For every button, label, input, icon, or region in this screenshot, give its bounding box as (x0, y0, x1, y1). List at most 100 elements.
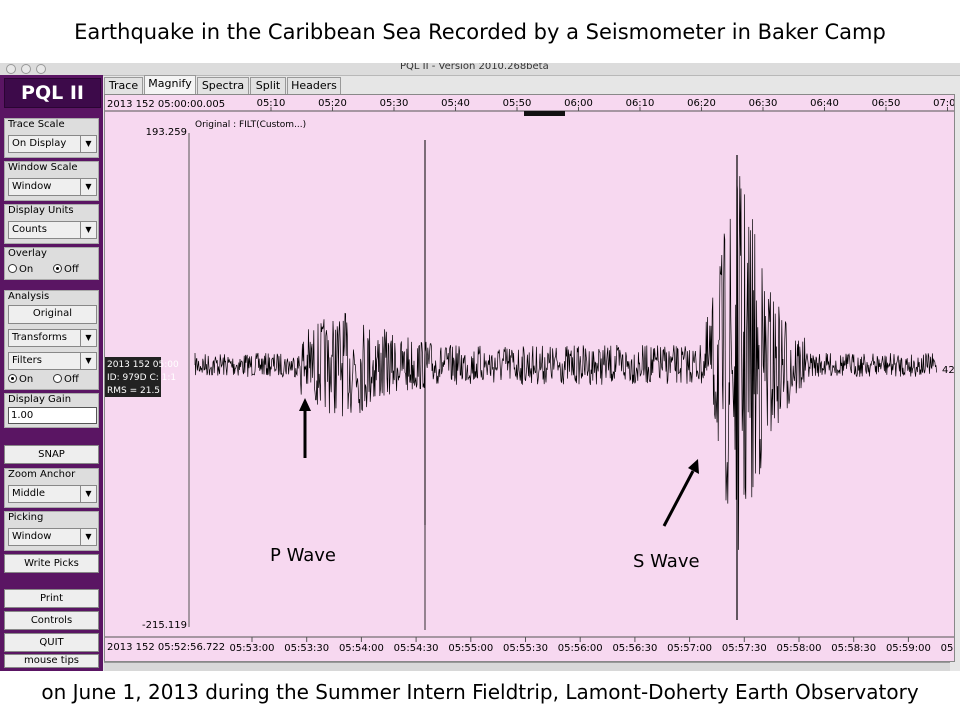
tab-magnify[interactable]: Magnify (144, 75, 196, 94)
window-title: PQL II - Version 2010.268beta (400, 63, 549, 72)
trace-info-date: 2013 152 05:00 (107, 360, 179, 370)
close-window-icon[interactable] (6, 64, 16, 74)
zoom-anchor-dropdown[interactable]: Middle ▼ (8, 485, 97, 503)
app-logo: PQL II (4, 78, 101, 108)
bottom-axis-tick-label: 05:56:30 (612, 643, 657, 654)
window-scale-group: Window Scale Window ▼ (4, 161, 99, 201)
display-units-label: Display Units (8, 205, 74, 216)
trace-scale-label: Trace Scale (8, 119, 65, 130)
top-axis-tick-label: 06:10 (626, 98, 655, 109)
radio-icon (8, 264, 17, 273)
maximize-window-icon[interactable] (36, 64, 46, 74)
seismogram-plot[interactable]: 2013 152 05:00:00.005 05:10 05:20 05:30 05:… (104, 94, 955, 662)
chevron-down-icon[interactable]: ▼ (80, 330, 96, 346)
top-axis-tick-label: 06:20 (687, 98, 716, 109)
window-scale-dropdown[interactable]: Window ▼ (8, 178, 97, 196)
display-units-value: Counts (12, 224, 47, 235)
bottom-axis-tick-label: 05:57:30 (722, 643, 767, 654)
overlay-off-radio[interactable]: Off (53, 264, 79, 275)
analysis-off-radio[interactable]: Off (53, 374, 79, 385)
analysis-group: Analysis Original Transforms ▼ Filters ▼… (4, 290, 99, 390)
display-units-dropdown[interactable]: Counts ▼ (8, 221, 97, 239)
trace-scale-value: On Display (12, 138, 67, 149)
display-units-group: Display Units Counts ▼ (4, 204, 99, 244)
original-button[interactable]: Original (8, 305, 97, 324)
picking-value: Window (12, 531, 52, 542)
picking-group: Picking Window ▼ (4, 511, 99, 551)
zoom-anchor-label: Zoom Anchor (8, 469, 76, 480)
p-wave-label: P Wave (270, 545, 336, 566)
bottom-axis-tick-label: 05:57:00 (667, 643, 712, 654)
slide-caption: on June 1, 2013 during the Summer Intern… (41, 680, 919, 704)
picking-label: Picking (8, 512, 44, 523)
quit-button[interactable]: QUIT (4, 633, 99, 652)
filters-value: Filters (12, 355, 42, 366)
chevron-down-icon[interactable]: ▼ (80, 179, 96, 195)
trace-info-id: ID: 979D C: 1:1 (107, 373, 176, 383)
trace-scale-dropdown[interactable]: On Display ▼ (8, 135, 97, 153)
chevron-down-icon[interactable]: ▼ (80, 353, 96, 369)
pql-application-window: PQL II - Version 2010.268beta PQL II Tra… (0, 63, 960, 671)
overlay-label: Overlay (8, 248, 47, 259)
overlay-off-label: Off (64, 264, 79, 275)
chevron-down-icon[interactable]: ▼ (80, 136, 96, 152)
chevron-down-icon[interactable]: ▼ (80, 486, 96, 502)
bottom-axis-start: 2013 152 05:52:56.722 (107, 642, 225, 653)
analysis-on-radio[interactable]: On (8, 374, 33, 385)
bottom-axis-tick-label: 05:59:30 (941, 643, 954, 654)
bottom-axis-tick-label: 05:59:00 (886, 643, 931, 654)
snap-button[interactable]: SNAP (4, 445, 99, 464)
display-gain-group: Display Gain 1.00 (4, 393, 99, 428)
mouse-tips-button[interactable]: mouse tips (4, 654, 99, 668)
analysis-off-label: Off (64, 374, 79, 385)
top-axis-tick-label: 07:00 (933, 98, 954, 109)
top-axis-tick-label: 06:30 (749, 98, 778, 109)
filters-dropdown[interactable]: Filters ▼ (8, 352, 97, 370)
top-axis-tick-label: 05:50 (503, 98, 532, 109)
original-button-label: Original (32, 308, 73, 319)
bottom-axis-tick-label: 05:55:00 (448, 643, 493, 654)
tab-split[interactable]: Split (250, 77, 286, 94)
s-wave-arrow (662, 470, 695, 527)
trace-header: Original : FILT(Custom...) (195, 120, 306, 130)
controls-button[interactable]: Controls (4, 611, 99, 630)
arrow-icon (688, 459, 699, 474)
minimize-window-icon[interactable] (21, 64, 31, 74)
top-axis-tick-label: 06:50 (872, 98, 901, 109)
s-wave-label: S Wave (633, 551, 700, 572)
bottom-axis-tick-label: 05:54:30 (394, 643, 439, 654)
transforms-value: Transforms (12, 332, 67, 343)
zoom-anchor-group: Zoom Anchor Middle ▼ (4, 468, 99, 508)
radio-icon (53, 374, 62, 383)
radio-selected-icon (8, 374, 17, 383)
control-sidebar: PQL II Trace Scale On Display ▼ Window S… (0, 75, 103, 671)
transforms-dropdown[interactable]: Transforms ▼ (8, 329, 97, 347)
seismic-trace (194, 140, 937, 630)
tab-spectra[interactable]: Spectra (197, 77, 249, 94)
trace-info-rms: RMS = 21.5 (107, 386, 160, 396)
chevron-down-icon[interactable]: ▼ (80, 529, 96, 545)
zoom-anchor-value: Middle (12, 488, 46, 499)
bottom-axis-tick-label: 05:58:00 (777, 643, 822, 654)
y-min-label: -215.119 (142, 620, 187, 631)
horizontal-scrollbar[interactable] (104, 662, 950, 671)
seismogram-canvas[interactable]: 2013 152 05:00:00.005 05:10 05:20 05:30 05:… (105, 95, 954, 661)
display-gain-input[interactable]: 1.00 (8, 407, 97, 424)
display-gain-label: Display Gain (8, 394, 72, 405)
picking-dropdown[interactable]: Window ▼ (8, 528, 97, 546)
y-max-label: 193.259 (146, 127, 187, 138)
tab-headers[interactable]: Headers (287, 77, 341, 94)
trace-scale-group: Trace Scale On Display ▼ (4, 118, 99, 158)
arrow-up-icon (299, 398, 311, 411)
overlay-on-radio[interactable]: On (8, 264, 33, 275)
analysis-label: Analysis (8, 291, 50, 302)
chevron-down-icon[interactable]: ▼ (80, 222, 96, 238)
analysis-on-label: On (19, 374, 34, 385)
window-scale-value: Window (12, 181, 52, 192)
tab-trace[interactable]: Trace (104, 77, 143, 94)
print-button[interactable]: Print (4, 589, 99, 608)
window-scale-label: Window Scale (8, 162, 78, 173)
zoom-window-marker[interactable] (524, 111, 565, 116)
trace-right-label: 42 (942, 365, 954, 376)
write-picks-button[interactable]: Write Picks (4, 554, 99, 573)
